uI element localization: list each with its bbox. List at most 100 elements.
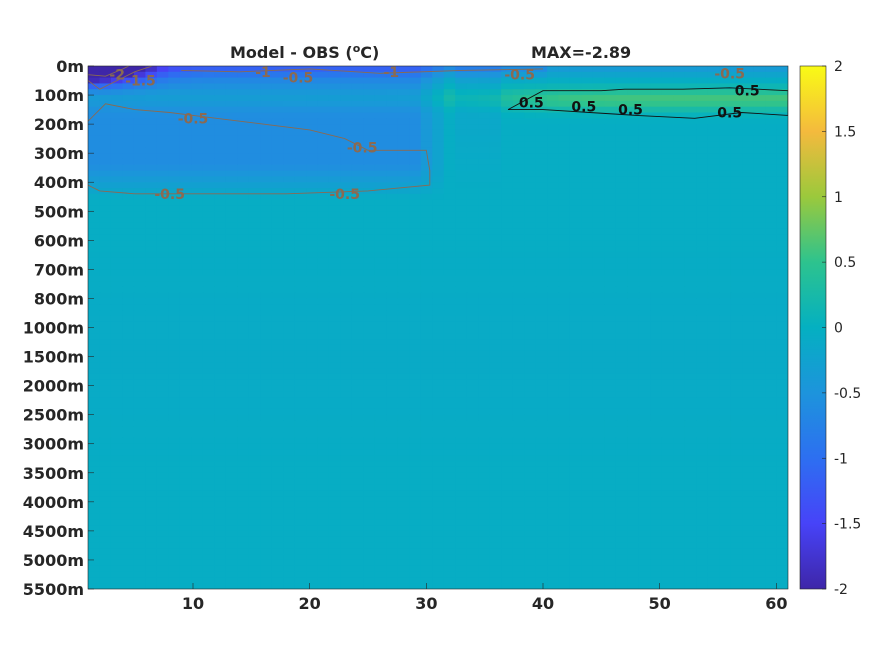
- heatmap-cell: [765, 118, 778, 125]
- heatmap-cell: [225, 449, 238, 456]
- heatmap-cell: [719, 83, 732, 90]
- heatmap-cell: [214, 356, 227, 363]
- heatmap-cell: [638, 490, 651, 497]
- heatmap-cell: [684, 188, 697, 195]
- heatmap-cell: [455, 71, 468, 79]
- heatmap-cell: [122, 106, 135, 114]
- heatmap-cell: [133, 263, 146, 270]
- heatmap-cell: [122, 118, 135, 125]
- heatmap-cell: [88, 164, 101, 172]
- heatmap-cell: [627, 315, 640, 323]
- heatmap-cell: [328, 124, 342, 131]
- heatmap-cell: [328, 455, 342, 462]
- heatmap-cell: [742, 391, 755, 398]
- heatmap-cell: [145, 536, 158, 544]
- heatmap-cell: [443, 472, 456, 480]
- heatmap-cell: [742, 211, 755, 218]
- heatmap-cell: [122, 403, 135, 410]
- heatmap-cell: [627, 269, 640, 276]
- heatmap-cell: [776, 153, 788, 160]
- heatmap-cell: [386, 135, 399, 143]
- heatmap-cell: [524, 315, 537, 323]
- heatmap-cell: [638, 449, 651, 456]
- heatmap-cell: [684, 176, 697, 183]
- heatmap-cell: [719, 129, 732, 137]
- heatmap-cell: [191, 339, 204, 346]
- heatmap-cell: [638, 124, 651, 131]
- heatmap-cell: [684, 501, 697, 509]
- heatmap-cell: [122, 443, 135, 451]
- heatmap-cell: [386, 373, 399, 381]
- heatmap-cell: [122, 536, 135, 544]
- heatmap-cell: [248, 129, 261, 137]
- heatmap-cell: [661, 530, 674, 538]
- heatmap-cell: [202, 397, 215, 404]
- heatmap-cell: [443, 391, 456, 398]
- heatmap-cell: [202, 310, 215, 317]
- heatmap-cell: [673, 339, 686, 346]
- heatmap-cell: [409, 507, 422, 515]
- heatmap-cell: [110, 362, 124, 369]
- heatmap-cell: [684, 408, 697, 416]
- heatmap-cell: [110, 251, 124, 259]
- heatmap-cell: [581, 373, 594, 381]
- heatmap-cell: [742, 310, 755, 317]
- heatmap-cell: [397, 379, 410, 387]
- heatmap-cell: [569, 507, 583, 515]
- heatmap-cell: [271, 315, 284, 323]
- heatmap-cell: [306, 263, 319, 270]
- heatmap-cell: [719, 472, 732, 480]
- heatmap-cell: [248, 89, 261, 96]
- heatmap-cell: [374, 420, 387, 427]
- heatmap-cell: [191, 484, 204, 491]
- heatmap-cell: [145, 397, 158, 404]
- heatmap-cell: [88, 147, 101, 154]
- heatmap-cell: [661, 397, 674, 404]
- heatmap-cell: [558, 455, 571, 462]
- heatmap-cell: [420, 321, 433, 329]
- heatmap-cell: [547, 66, 560, 73]
- heatmap-cell: [214, 83, 227, 90]
- heatmap-cell: [558, 129, 571, 137]
- heatmap-cell: [420, 298, 433, 305]
- heatmap-cell: [145, 228, 158, 236]
- heatmap-cell: [638, 292, 651, 300]
- heatmap-cell: [328, 333, 342, 340]
- heatmap-cell: [627, 234, 640, 241]
- heatmap-cell: [673, 275, 686, 282]
- heatmap-cell: [386, 362, 399, 369]
- heatmap-cell: [409, 315, 422, 323]
- heatmap-cell: [237, 112, 250, 119]
- heatmap-cell: [547, 315, 560, 323]
- heatmap-cell: [466, 153, 479, 160]
- heatmap-cell: [237, 472, 250, 480]
- heatmap-cell: [133, 66, 146, 73]
- heatmap-cell: [133, 391, 146, 398]
- heatmap-cell: [202, 362, 215, 369]
- heatmap-cell: [707, 211, 720, 218]
- heatmap-cell: [455, 350, 468, 358]
- heatmap-cell: [455, 391, 468, 398]
- heatmap-cell: [191, 461, 204, 468]
- heatmap-cell: [581, 182, 594, 189]
- heatmap-cell: [512, 112, 525, 119]
- heatmap-cell: [719, 246, 732, 253]
- heatmap-cell: [615, 408, 628, 416]
- heatmap-cell: [374, 77, 387, 85]
- heatmap-cell: [237, 257, 250, 265]
- heatmap-cell: [569, 519, 583, 526]
- heatmap-cell: [524, 310, 537, 317]
- heatmap-cell: [719, 327, 732, 334]
- heatmap-cell: [558, 397, 571, 404]
- heatmap-cell: [569, 164, 583, 172]
- heatmap-cell: [501, 124, 514, 131]
- heatmap-cell: [397, 95, 410, 102]
- heatmap-cell: [374, 182, 387, 189]
- heatmap-cell: [673, 158, 686, 166]
- heatmap-cell: [489, 304, 502, 311]
- heatmap-cell: [432, 344, 445, 352]
- heatmap-cell: [179, 484, 192, 491]
- heatmap-cell: [99, 71, 112, 79]
- heatmap-cell: [673, 426, 686, 433]
- heatmap-cell: [719, 170, 732, 178]
